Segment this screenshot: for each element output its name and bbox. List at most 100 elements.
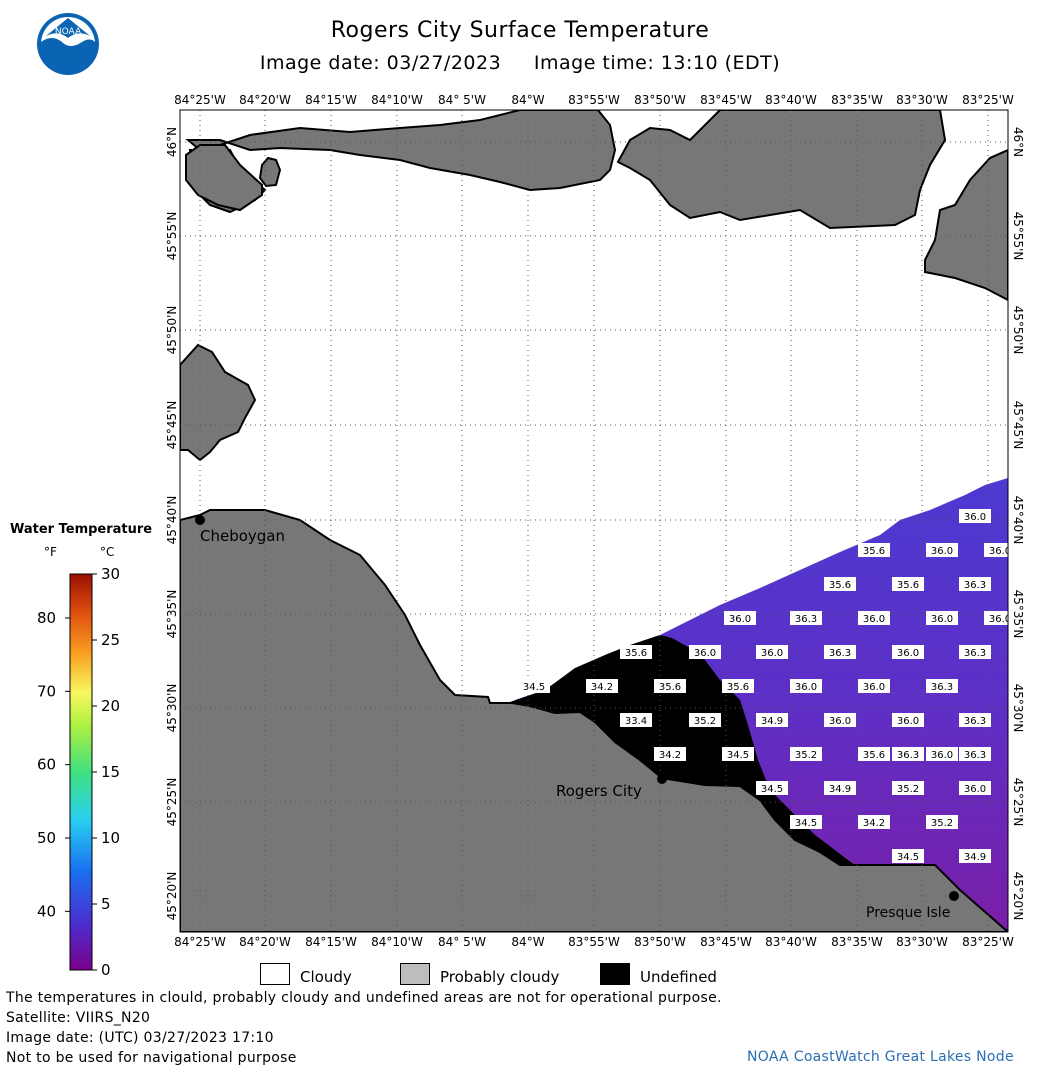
temperature-label: 36.0 bbox=[926, 611, 958, 625]
noaa-logo: NOAA bbox=[37, 13, 99, 75]
temperature-label: 34.5 bbox=[722, 747, 754, 761]
svg-text:35.6: 35.6 bbox=[829, 580, 851, 591]
fahrenheit-tick-label: 50 bbox=[37, 829, 56, 847]
svg-text:36.0: 36.0 bbox=[761, 648, 783, 659]
svg-text:36.0: 36.0 bbox=[931, 750, 953, 761]
latitude-tick-label: 45°30'N bbox=[1011, 684, 1025, 733]
temperature-label: 36.0 bbox=[959, 509, 991, 523]
longitude-tick-label: 83°50'W bbox=[634, 93, 686, 107]
svg-text:34.5: 34.5 bbox=[761, 784, 783, 795]
temperature-label: 34.2 bbox=[586, 679, 618, 693]
svg-text:35.6: 35.6 bbox=[897, 580, 919, 591]
land-south bbox=[180, 509, 1008, 932]
latitude-tick-label: 45°50'N bbox=[1011, 306, 1025, 355]
city-presque-isle: Presque Isle bbox=[866, 891, 959, 921]
longitude-ticks-bottom: 84°25'W 84°20'W 84°15'W 84°10'W 84° 5'W 84°W 8… bbox=[174, 935, 1014, 949]
svg-text:36.0: 36.0 bbox=[964, 784, 986, 795]
temperature-label: 34.5 bbox=[518, 679, 550, 693]
celsius-tick-label: 0 bbox=[101, 961, 111, 979]
temperature-label: 36.3 bbox=[892, 747, 924, 761]
city-label: Cheboygan bbox=[200, 527, 285, 545]
svg-text:36.0: 36.0 bbox=[931, 546, 953, 557]
celsius-tick-label: 5 bbox=[101, 895, 111, 913]
temperature-label: 36.3 bbox=[959, 645, 991, 659]
city-label: Presque Isle bbox=[866, 905, 950, 921]
longitude-tick-label: 84°15'W bbox=[305, 93, 357, 107]
legend-unit-f: °F bbox=[44, 545, 57, 559]
temperature-label: 35.6 bbox=[824, 577, 856, 591]
svg-text:36.3: 36.3 bbox=[829, 648, 851, 659]
temperature-label: 36.0 bbox=[858, 679, 890, 693]
key-cloudy-label: Cloudy bbox=[300, 968, 352, 986]
longitude-tick-label: 83°40'W bbox=[765, 93, 817, 107]
longitude-tick-label: 84°W bbox=[511, 93, 544, 107]
temperature-label: 35.2 bbox=[790, 747, 822, 761]
legend-unit-c: °C bbox=[100, 545, 115, 559]
svg-text:36.0: 36.0 bbox=[829, 716, 851, 727]
longitude-tick-label: 84°20'W bbox=[239, 935, 291, 949]
svg-text:34.9: 34.9 bbox=[829, 784, 851, 795]
temperature-label: 35.6 bbox=[722, 679, 754, 693]
longitude-tick-label: 84° 5'W bbox=[438, 935, 486, 949]
temperature-label: 34.2 bbox=[858, 815, 890, 829]
temperature-label: 35.6 bbox=[858, 747, 890, 761]
land-north-east-shore bbox=[924, 148, 1008, 302]
temperature-label: 36.0 bbox=[959, 781, 991, 795]
svg-text:36.3: 36.3 bbox=[964, 750, 986, 761]
latitude-tick-label: 46°N bbox=[1011, 127, 1025, 157]
temperature-label: 35.6 bbox=[654, 679, 686, 693]
longitude-tick-label: 83°30'W bbox=[896, 935, 948, 949]
temperature-label: 34.9 bbox=[824, 781, 856, 795]
longitude-tick-label: 83°55'W bbox=[568, 93, 620, 107]
longitude-tick-label: 84°10'W bbox=[371, 93, 423, 107]
longitude-tick-label: 83°35'W bbox=[831, 93, 883, 107]
satellite-text: Satellite: VIIRS_N20 bbox=[6, 1010, 151, 1026]
latitude-tick-label: 45°55'N bbox=[165, 212, 179, 261]
utc-date-text: Image date: (UTC) 03/27/2023 17:10 bbox=[6, 1030, 274, 1046]
key-probably-cloudy-swatch bbox=[400, 963, 430, 985]
latitude-tick-label: 45°30'N bbox=[165, 684, 179, 733]
celsius-tick-label: 15 bbox=[101, 763, 120, 781]
disclaimer-text: The temperatures in clould, probably clo… bbox=[6, 990, 722, 1006]
color-scale-ticks: 0 5 10 15 20 25 30 40 50 60 70 80 bbox=[37, 565, 120, 979]
svg-text:36.0: 36.0 bbox=[863, 614, 885, 625]
temperature-label: 36.3 bbox=[959, 747, 991, 761]
key-probably-cloudy-label: Probably cloudy bbox=[440, 968, 560, 986]
fahrenheit-tick-label: 60 bbox=[37, 756, 56, 774]
svg-text:36.0: 36.0 bbox=[964, 512, 986, 523]
latitude-tick-label: 45°40'N bbox=[1011, 496, 1025, 545]
temperature-label: 35.6 bbox=[620, 645, 652, 659]
legend-title: Water Temperature bbox=[10, 522, 153, 537]
temperature-label: 36.3 bbox=[790, 611, 822, 625]
svg-text:36.3: 36.3 bbox=[795, 614, 817, 625]
celsius-tick-label: 10 bbox=[101, 829, 120, 847]
celsius-tick-label: 30 bbox=[101, 565, 120, 583]
temperature-labels: 36.0 36.0 35.6 36.0 36.0 36.3 35.6 35.6 36.3 36.0… bbox=[518, 509, 1011, 863]
svg-text:36.0: 36.0 bbox=[795, 682, 817, 693]
temperature-label: 36.0 bbox=[689, 645, 721, 659]
temperature-label: 35.6 bbox=[892, 577, 924, 591]
svg-text:35.2: 35.2 bbox=[897, 784, 919, 795]
fahrenheit-tick-label: 80 bbox=[37, 609, 56, 627]
city-cheboygan: Cheboygan bbox=[195, 515, 285, 545]
latitude-tick-label: 45°25'N bbox=[165, 778, 179, 827]
logo-text: NOAA bbox=[55, 27, 82, 37]
city-label: Rogers City bbox=[556, 782, 642, 800]
latitude-tick-label: 45°45'N bbox=[165, 401, 179, 450]
longitude-tick-label: 83°35'W bbox=[831, 935, 883, 949]
key-cloudy-swatch bbox=[260, 963, 290, 985]
page-title: Rogers City Surface Temperature bbox=[330, 18, 710, 43]
svg-text:36.0: 36.0 bbox=[897, 716, 919, 727]
temperature-label: 34.9 bbox=[959, 849, 991, 863]
city-rogers-city: Rogers City bbox=[556, 774, 667, 800]
longitude-tick-label: 83°45'W bbox=[700, 93, 752, 107]
credit-text: NOAA CoastWatch Great Lakes Node bbox=[747, 1049, 1014, 1065]
svg-text:36.3: 36.3 bbox=[931, 682, 953, 693]
svg-text:36.0: 36.0 bbox=[694, 648, 716, 659]
temperature-label: 36.3 bbox=[959, 577, 991, 591]
svg-text:36.0: 36.0 bbox=[989, 546, 1011, 557]
svg-text:36.0: 36.0 bbox=[863, 682, 885, 693]
temperature-label: 36.0 bbox=[892, 713, 924, 727]
longitude-tick-label: 84°W bbox=[511, 935, 544, 949]
